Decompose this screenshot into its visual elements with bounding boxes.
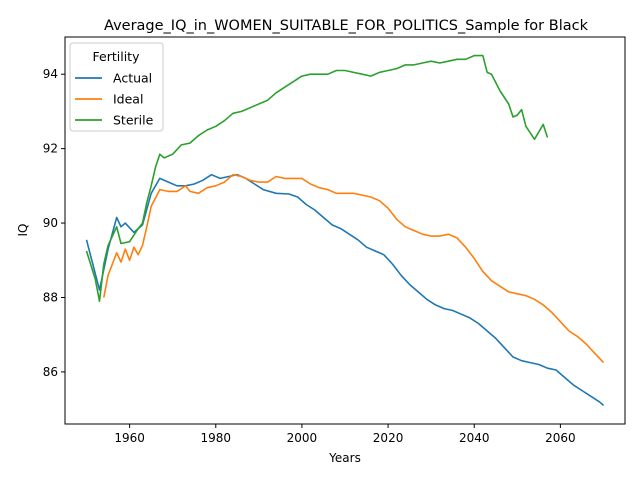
series-line-sterile [85, 54, 549, 303]
plot-frame [64, 36, 626, 425]
series-line-ideal [103, 173, 605, 364]
chart-title: Average_IQ_in_WOMEN_SUITABLE_FOR_POLITIC… [104, 18, 589, 34]
legend-entries: Actual Ideal Sterile [75, 71, 154, 128]
y-tick-label: 88 [43, 290, 58, 304]
x-tick-label: 1980 [200, 431, 231, 445]
y-axis-label: IQ [16, 224, 30, 237]
y-tick-label: 94 [43, 67, 58, 81]
legend-label-ideal: Ideal [113, 92, 143, 107]
legend-label-sterile: Sterile [113, 113, 154, 128]
x-tick-label: 2060 [545, 431, 576, 445]
x-tick-label: 2020 [373, 431, 404, 445]
x-axis: 1960 1980 2000 2020 2040 2060 [114, 424, 576, 445]
x-axis-label: Years [328, 451, 361, 465]
legend-title: Fertility [93, 49, 141, 64]
x-tick-label: 1960 [114, 431, 145, 445]
y-axis: 86 88 90 92 94 [43, 67, 65, 379]
series-line-actual [85, 173, 605, 407]
y-tick-label: 92 [43, 142, 58, 156]
y-tick-label: 86 [43, 365, 58, 379]
x-tick-label: 2000 [287, 431, 318, 445]
x-tick-label: 2040 [459, 431, 490, 445]
legend: Fertility Actual Ideal Sterile [69, 42, 164, 132]
series-layer [85, 54, 605, 407]
legend-box [69, 42, 164, 132]
legend-label-actual: Actual [113, 71, 152, 86]
y-tick-label: 90 [43, 216, 58, 230]
